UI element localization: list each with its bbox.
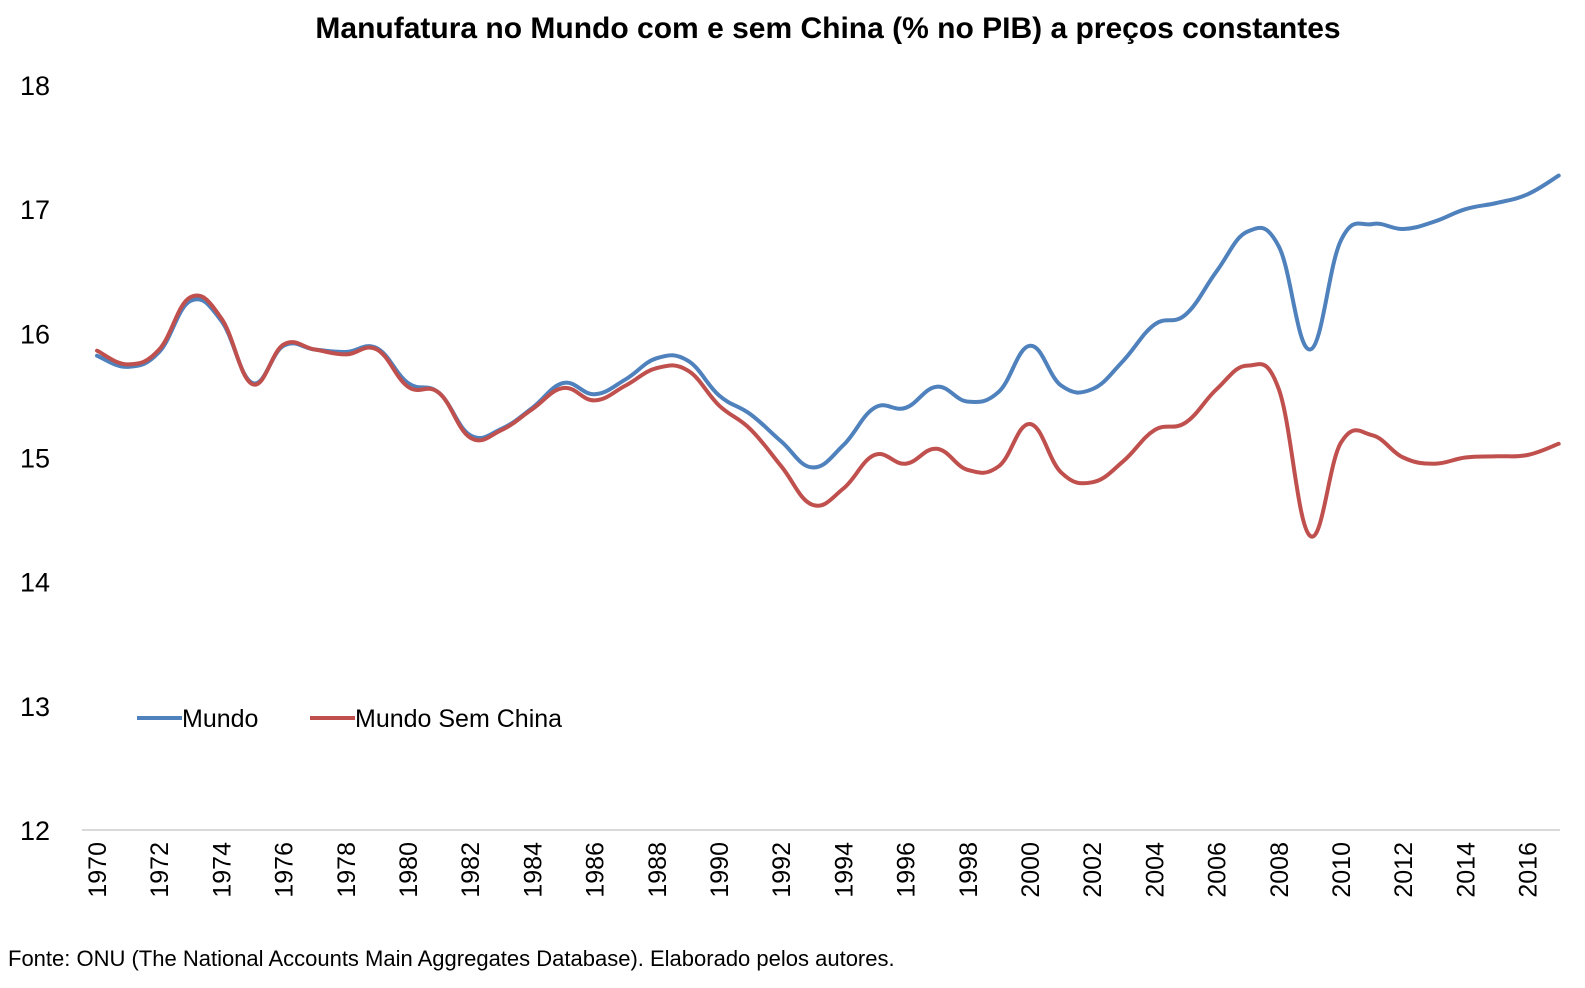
series-group bbox=[95, 173, 1561, 539]
y-tick-label: 16 bbox=[20, 319, 50, 349]
x-tick-label: 1986 bbox=[582, 842, 610, 898]
legend-label: Mundo bbox=[182, 705, 258, 733]
x-tick-label: 1972 bbox=[146, 842, 174, 898]
x-tick-label: 2016 bbox=[1515, 842, 1543, 898]
x-tick-label: 1994 bbox=[830, 842, 858, 898]
x-tick-label: 1990 bbox=[706, 842, 734, 898]
y-tick-label: 15 bbox=[20, 444, 50, 474]
series-line-mundo-sem-china bbox=[95, 293, 1561, 539]
y-tick-label: 14 bbox=[20, 568, 50, 598]
x-tick-label: 1976 bbox=[271, 842, 299, 898]
legend-label: Mundo Sem China bbox=[355, 705, 562, 733]
x-tick-label: 1984 bbox=[519, 842, 547, 898]
y-tick-label: 12 bbox=[20, 816, 50, 846]
x-tick-label: 2008 bbox=[1266, 842, 1294, 898]
x-tick-label: 2012 bbox=[1390, 842, 1418, 898]
x-tick-label: 2002 bbox=[1079, 842, 1107, 898]
x-axis: 1970 1972 1974 1976 1978 1980 1982 1984 1986 1988… bbox=[84, 842, 1543, 898]
x-tick-label: 1992 bbox=[768, 842, 796, 898]
x-tick-label: 1996 bbox=[893, 842, 921, 898]
x-tick-label: 1970 bbox=[84, 842, 112, 898]
x-tick-label: 1978 bbox=[333, 842, 361, 898]
x-tick-label: 2010 bbox=[1328, 842, 1356, 898]
x-tick-label: 2014 bbox=[1452, 842, 1480, 898]
legend: Mundo Mundo Sem China bbox=[137, 705, 562, 733]
x-tick-label: 2000 bbox=[1017, 842, 1045, 898]
x-tick-label: 1980 bbox=[395, 842, 423, 898]
series-line-mundo bbox=[95, 173, 1561, 470]
y-tick-label: 17 bbox=[20, 195, 50, 225]
x-tick-label: 1998 bbox=[955, 842, 983, 898]
x-tick-label: 2004 bbox=[1141, 842, 1169, 898]
chart-title: Manufatura no Mundo com e sem China (% n… bbox=[315, 12, 1340, 45]
x-tick-label: 2006 bbox=[1204, 842, 1232, 898]
y-tick-label: 18 bbox=[20, 71, 50, 101]
x-tick-label: 1988 bbox=[644, 842, 672, 898]
y-axis: 12 13 14 15 16 17 18 bbox=[20, 71, 50, 846]
x-tick-label: 1974 bbox=[208, 842, 236, 898]
x-tick-label: 1982 bbox=[457, 842, 485, 898]
source-note: Fonte: ONU (The National Accounts Main A… bbox=[8, 946, 895, 971]
y-tick-label: 13 bbox=[20, 692, 50, 722]
line-chart: Manufatura no Mundo com e sem China (% n… bbox=[20, 12, 1561, 898]
